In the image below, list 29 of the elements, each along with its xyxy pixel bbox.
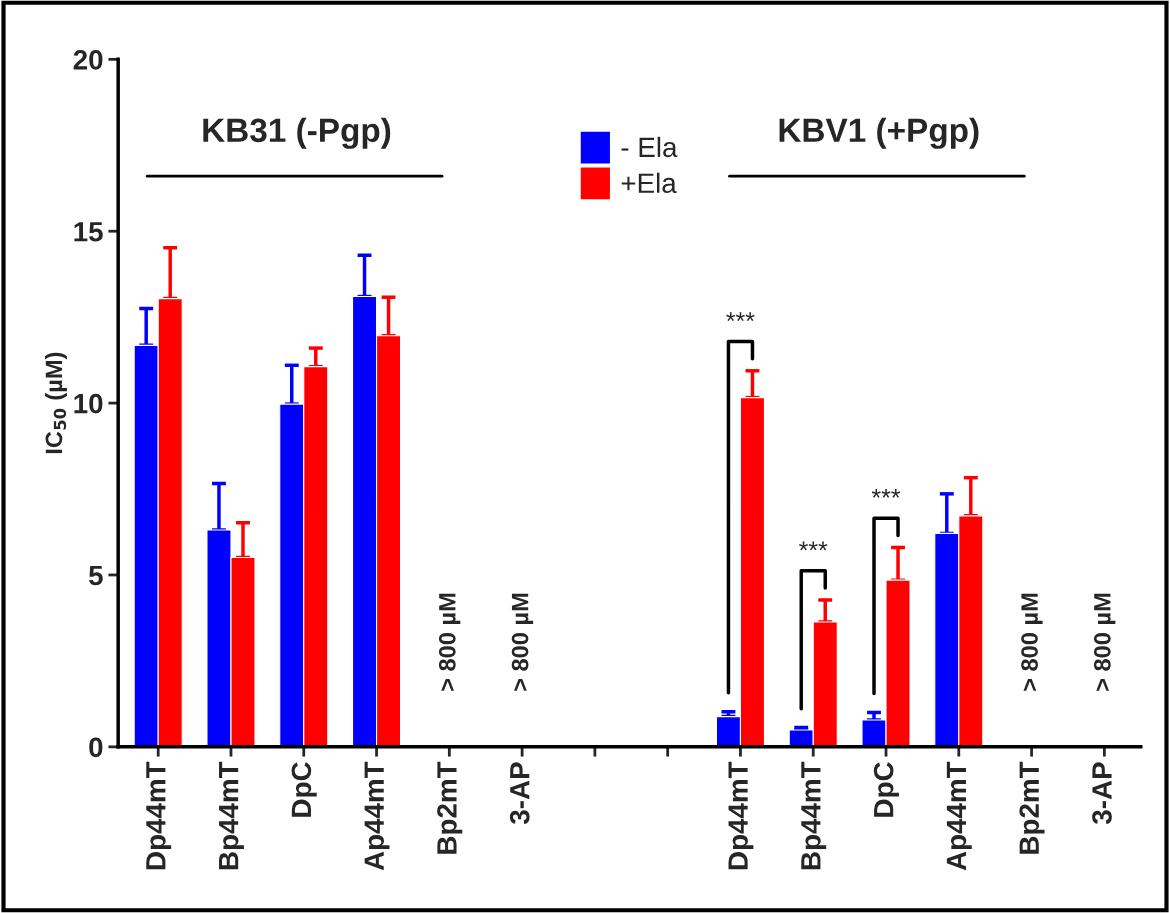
x-tick-label: Bp44mT — [219, 761, 244, 870]
y-tick-label: 5 — [88, 565, 103, 586]
x-tick-label: Ap44mT — [364, 761, 390, 871]
x-tick-label: Bp44mT — [801, 761, 827, 870]
x-tick-label: Bp2mT — [1019, 761, 1045, 854]
y-axis-title: IC$_{50}$ (µM) — [44, 352, 67, 454]
annotation: > 800 µM — [438, 593, 461, 691]
y-tick-label: 15 — [74, 222, 103, 242]
annotation: > 800 µM — [1093, 593, 1116, 691]
legend-label: +Ela — [621, 172, 677, 194]
x-tick-label: Dp44mT — [728, 761, 754, 870]
x-tick-label: Ap44mT — [946, 761, 972, 871]
legend-label: - Ela — [621, 136, 678, 158]
y-tick-label: 20 — [73, 50, 103, 70]
x-tick-label: DpC — [873, 762, 899, 817]
annotation: KB31 (-Pgp) — [203, 117, 391, 149]
annotation: > 800 µM — [1021, 593, 1043, 691]
x-tick-label: 3-AP — [509, 762, 530, 825]
x-tick-label: DpC — [291, 762, 317, 817]
annotation: > 800 µM — [511, 593, 534, 691]
y-tick-label: 0 — [89, 737, 103, 758]
x-tick-label: Dp44mT — [146, 761, 172, 870]
annotation: KBV1 (+Pgp) — [779, 117, 979, 149]
y-tick-label: 10 — [74, 393, 103, 414]
annotation: *** — [871, 488, 901, 498]
annotation: *** — [799, 541, 828, 551]
annotation: *** — [726, 312, 755, 322]
x-tick-label: Bp2mT — [437, 761, 463, 854]
x-tick-label: 3-AP — [1092, 762, 1112, 825]
